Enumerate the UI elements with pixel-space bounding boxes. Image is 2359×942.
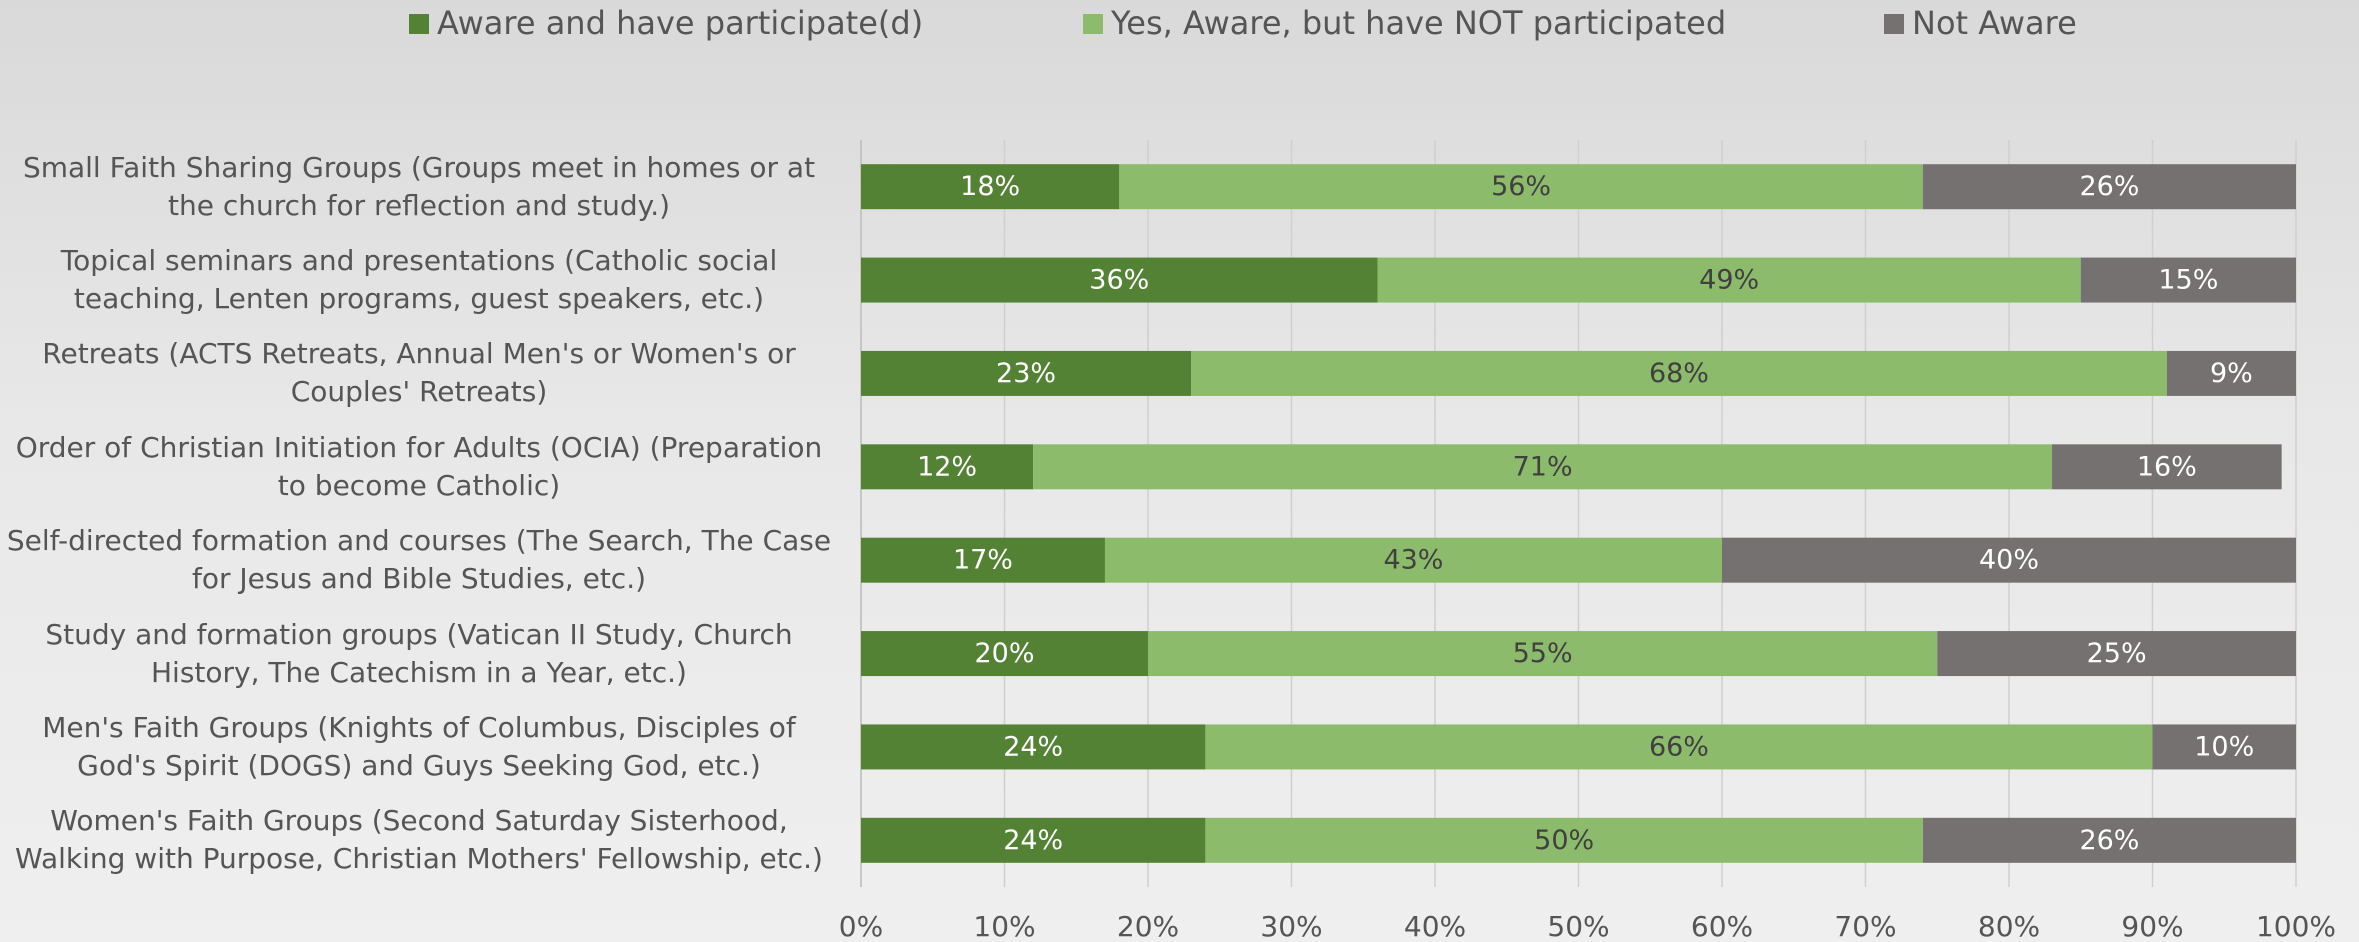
value-label: 26% [2079,171,2139,202]
bar-segment [861,164,1120,210]
value-label: 40% [1979,545,2039,576]
x-tick-label: 100% [2256,910,2336,942]
bar-segment [861,350,1192,396]
value-label: 15% [2158,265,2218,296]
value-label: 12% [917,451,977,482]
x-tick-label: 60% [1691,910,1753,942]
y-tick-label: Topical seminars and presentations (Cath… [60,244,778,316]
value-label: 56% [1491,171,1551,202]
value-label: 36% [1089,265,1149,296]
legend-swatch [1884,14,1904,34]
value-label: 24% [1003,731,1063,762]
bar-segment [1191,350,2167,396]
value-label: 55% [1513,638,1573,669]
value-label: 43% [1383,545,1443,576]
x-tick-label: 10% [973,910,1035,942]
bar-segment [1922,817,2296,863]
value-label: 24% [1003,825,1063,856]
x-tick-label: 70% [1834,910,1896,942]
value-label: 26% [2079,825,2139,856]
bar-segment [1922,164,2296,210]
bar-segment [1937,631,2296,677]
y-tick-label: Order of Christian Initiation for Adults… [15,430,823,502]
bar-segment [861,257,1378,303]
value-label: 9% [2210,358,2253,389]
value-label: 10% [2194,731,2254,762]
bar-segment [1033,444,2053,490]
x-tick-label: 0% [839,910,883,942]
legend-label: Not Aware [1912,4,2077,42]
value-label: 50% [1534,825,1594,856]
value-label: 17% [953,545,1013,576]
value-label: 18% [960,171,1020,202]
bar-segment [1377,257,2081,303]
bar-segment [1205,724,2153,770]
bar-segment [1722,537,2296,583]
bar-segment [861,724,1206,770]
y-tick-label: Self-directed formation and courses (The… [6,524,832,596]
bar-segment [861,537,1105,583]
bar-segment [1148,631,1938,677]
value-label: 23% [996,358,1056,389]
x-tick-label: 80% [1978,910,2040,942]
value-label: 25% [2087,638,2147,669]
value-label: 49% [1699,265,1759,296]
legend-swatch [409,14,429,34]
bar-segment [2166,350,2296,396]
legend-label: Aware and have participate(d) [437,4,923,42]
legend-swatch [1083,14,1103,34]
value-label: 71% [1513,451,1573,482]
value-label: 66% [1649,731,1709,762]
y-tick-label: Small Faith Sharing Groups (Groups meet … [22,150,816,222]
bar-segment [2152,724,2296,770]
x-tick-label: 50% [1547,910,1609,942]
x-tick-label: 30% [1260,910,1322,942]
bar-segment [1119,164,1923,210]
x-tick-label: 90% [2121,910,2183,942]
value-label: 68% [1649,358,1709,389]
value-label: 16% [2137,451,2197,482]
value-label: 20% [974,638,1034,669]
bar-segment [2052,444,2282,490]
bar-segment [861,817,1206,863]
bar-segment [861,631,1148,677]
bar-segment [861,444,1034,490]
y-tick-label: Retreats (ACTS Retreats, Annual Men's or… [42,337,796,409]
y-tick-label: Women's Faith Groups (Second Saturday Si… [15,804,823,876]
bar-segment [1104,537,1722,583]
bar-segment [2080,257,2296,303]
y-tick-label: Men's Faith Groups (Knights of Columbus,… [42,710,796,782]
x-tick-label: 20% [1117,910,1179,942]
bar-segment [1205,817,1923,863]
y-tick-label: Study and formation groups (Vatican II S… [45,617,793,689]
legend-label: Yes, Aware, but have NOT participated [1110,4,1726,42]
x-tick-label: 40% [1404,910,1466,942]
